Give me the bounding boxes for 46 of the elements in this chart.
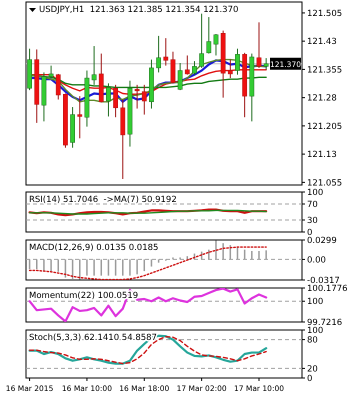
candlestick: [134, 84, 140, 110]
y-tick-label: 99.7216: [307, 318, 342, 328]
candlestick: [214, 34, 218, 56]
y-tick-label: 0.0299: [307, 236, 337, 246]
y-tick-label: 80: [307, 336, 318, 346]
y-tick-label: 121.28: [307, 94, 337, 104]
chart-title: RSI(14) 51.7046 ->MA(7) 50.9192: [29, 195, 177, 205]
y-tick-label: 100: [307, 326, 324, 336]
y-tick-label: 30: [307, 216, 318, 226]
candlestick: [113, 84, 118, 118]
y-tick-label: 100.1776: [307, 284, 348, 294]
candlestick: [156, 35, 162, 73]
y-tick-label: 121.205: [307, 122, 342, 132]
candlestick: [92, 46, 97, 86]
y-tick-label: 121.355: [307, 65, 342, 76]
chart-title: MACD(12,26,9) 0.0135 0.0185: [29, 243, 158, 253]
candlestick: [163, 38, 168, 66]
candlestick: [48, 65, 54, 79]
candlestick: [106, 82, 111, 117]
candlestick: [228, 59, 233, 79]
candlestick: [170, 51, 176, 84]
y-tick-label: 121.13: [307, 150, 337, 160]
candlestick: [142, 84, 147, 116]
candlestick: [256, 22, 262, 68]
candlestick: [199, 13, 204, 68]
y-tick-label: -0.0317: [307, 276, 340, 286]
chart-title: USDJPY,H1 121.363 121.385 121.354 121.370: [39, 5, 238, 15]
y-tick-label: 0: [307, 374, 312, 384]
candlestick: [178, 62, 183, 91]
candlestick: [77, 96, 82, 139]
candlestick: [206, 16, 212, 54]
y-tick-label: 121.505: [307, 8, 342, 19]
candlestick: [184, 54, 190, 76]
candlestick: [56, 73, 61, 100]
candlestick: [192, 60, 197, 76]
y-tick-label: 100: [307, 297, 324, 308]
y-tick-label: 0.00: [307, 255, 326, 266]
y-tick-label: 100: [307, 188, 324, 198]
candlestick: [264, 58, 269, 70]
line-series: [28, 288, 268, 322]
candlestick: [235, 48, 240, 76]
y-tick-label: 20: [307, 364, 318, 374]
y-tick-label: 121.43: [307, 37, 337, 48]
y-tick-label: 70: [307, 200, 318, 210]
y-tick-label: 0: [307, 228, 312, 238]
y-tick-label: 121.055: [307, 178, 342, 188]
